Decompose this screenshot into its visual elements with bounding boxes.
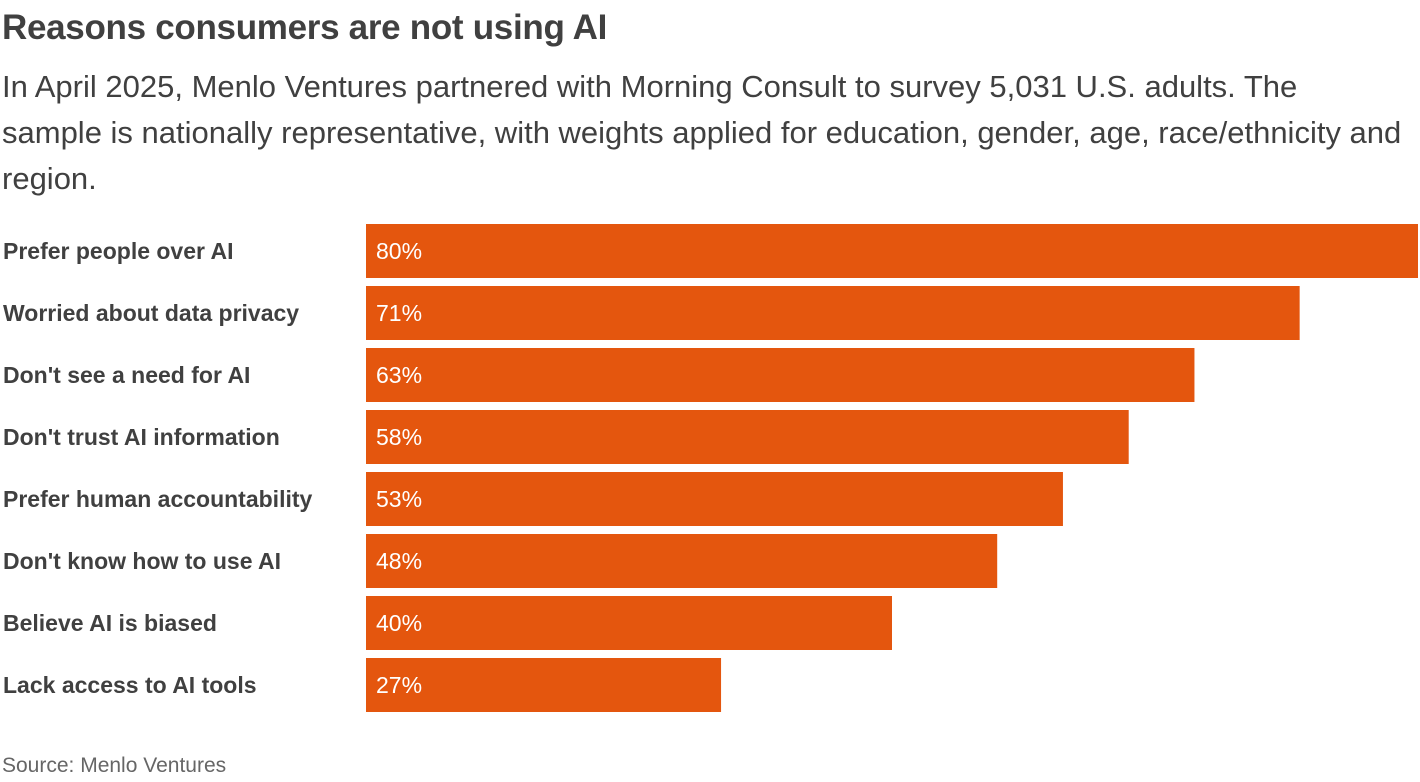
bar [366, 286, 1300, 340]
value-label: 48% [376, 548, 422, 574]
category-label: Don't see a need for AI [3, 362, 250, 388]
chart-source: Source: Menlo Ventures [2, 754, 227, 777]
value-label: 80% [376, 238, 422, 264]
value-label: 63% [376, 362, 422, 388]
bar [366, 224, 1418, 278]
category-label: Don't know how to use AI [3, 548, 281, 574]
chart-subtitle: In April 2025, Menlo Ventures partnered … [2, 69, 1402, 196]
bar [366, 596, 892, 650]
category-label: Lack access to AI tools [3, 672, 257, 698]
category-label: Don't trust AI information [3, 424, 280, 450]
category-label: Prefer people over AI [3, 238, 234, 264]
bar [366, 472, 1063, 526]
category-label: Prefer human accountability [3, 486, 313, 512]
value-label: 71% [376, 300, 422, 326]
bar [366, 534, 998, 588]
bar [366, 658, 722, 712]
value-label: 40% [376, 610, 422, 636]
value-label: 58% [376, 424, 422, 450]
bar [366, 348, 1195, 402]
category-label: Believe AI is biased [3, 610, 217, 636]
chart-title: Reasons consumers are not using AI [2, 8, 608, 47]
value-label: 53% [376, 486, 422, 512]
bar [366, 410, 1129, 464]
category-label: Worried about data privacy [3, 300, 299, 326]
value-label: 27% [376, 672, 422, 698]
